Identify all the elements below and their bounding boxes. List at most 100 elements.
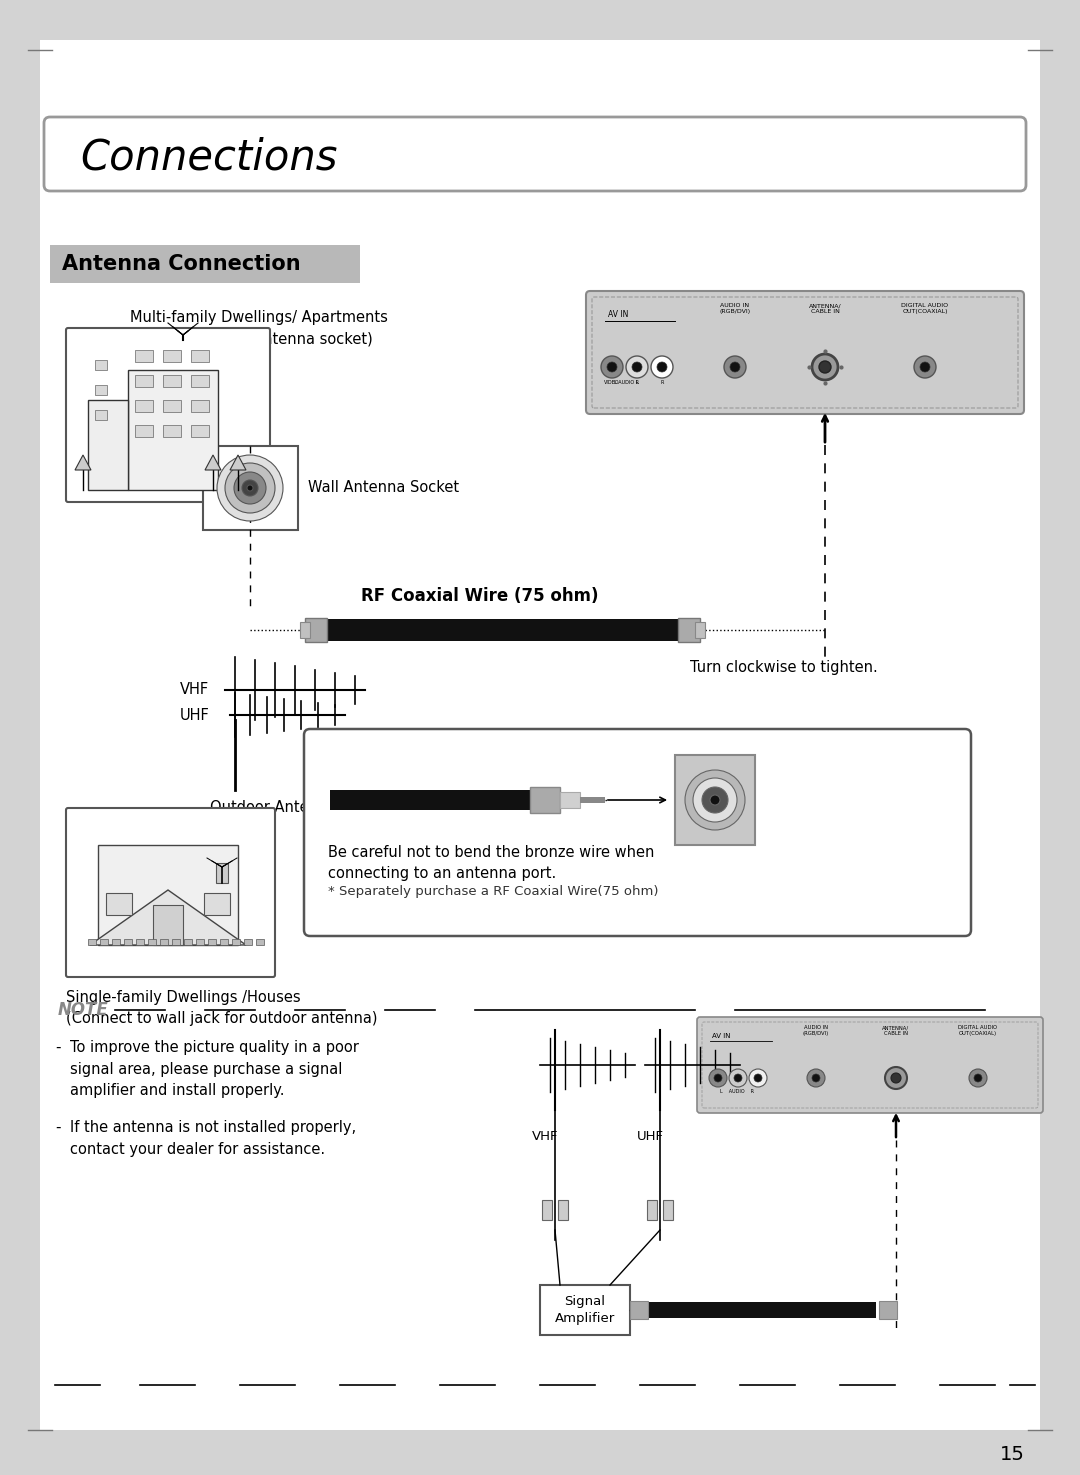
Bar [300, 622, 310, 639]
Bar [87, 400, 129, 490]
Bar [561, 792, 580, 808]
Polygon shape [90, 889, 246, 945]
Bar [100, 940, 108, 945]
Circle shape [754, 1074, 762, 1083]
Circle shape [710, 795, 720, 805]
Text: AV IN: AV IN [608, 310, 629, 319]
Bar [135, 400, 153, 412]
Text: DIGITAL AUDIO
OUT(COAXIAL): DIGITAL AUDIO OUT(COAXIAL) [902, 304, 948, 314]
Text: L: L [636, 381, 638, 385]
Bar [172, 940, 180, 945]
Circle shape [657, 361, 667, 372]
Bar [153, 906, 183, 945]
Bar [50, 245, 360, 283]
Text: If the antenna is not installed properly,
contact your dealer for assistance.: If the antenna is not installed properly… [70, 1120, 356, 1156]
Bar [580, 796, 605, 802]
Text: Turn clockwise to tighten.: Turn clockwise to tighten. [690, 659, 878, 676]
Bar [191, 425, 210, 437]
Text: VHF: VHF [531, 1130, 558, 1143]
Circle shape [812, 354, 838, 381]
Text: AUDIO IN
(RGB/DVI): AUDIO IN (RGB/DVI) [802, 1025, 829, 1035]
Bar [87, 940, 96, 945]
Bar [630, 1301, 648, 1319]
Circle shape [891, 1072, 901, 1083]
Bar [305, 618, 327, 642]
Bar [160, 940, 168, 945]
Circle shape [724, 355, 746, 378]
Bar [124, 940, 132, 945]
Bar [184, 940, 192, 945]
Bar [323, 620, 681, 642]
Text: Outdoor Antenna: Outdoor Antenna [210, 799, 336, 816]
Circle shape [607, 361, 617, 372]
Text: AV IN: AV IN [712, 1032, 730, 1038]
FancyBboxPatch shape [66, 808, 275, 976]
Bar [647, 1201, 657, 1220]
Bar [95, 360, 107, 370]
Circle shape [729, 1069, 747, 1087]
Circle shape [969, 1069, 987, 1087]
Bar [208, 940, 216, 945]
Text: To improve the picture quality in a poor
signal area, please purchase a signal
a: To improve the picture quality in a poor… [70, 1040, 359, 1099]
Bar [244, 940, 252, 945]
Bar [195, 940, 204, 945]
Bar [204, 892, 230, 914]
Circle shape [702, 788, 728, 813]
Bar [678, 618, 700, 642]
Text: Connections: Connections [80, 137, 337, 178]
Bar [558, 1201, 568, 1220]
Circle shape [714, 1074, 723, 1083]
Bar [530, 788, 561, 813]
Circle shape [885, 1066, 907, 1089]
Bar [163, 400, 181, 412]
Circle shape [819, 361, 831, 373]
Bar [135, 425, 153, 437]
Circle shape [914, 355, 936, 378]
Text: -: - [55, 1120, 60, 1134]
Bar [203, 445, 298, 530]
Text: Single-family Dwellings /Houses
(Connect to wall jack for outdoor antenna): Single-family Dwellings /Houses (Connect… [66, 990, 378, 1027]
Circle shape [730, 361, 740, 372]
Circle shape [920, 361, 930, 372]
Bar [163, 375, 181, 386]
Text: 15: 15 [1000, 1446, 1025, 1465]
Bar [98, 845, 238, 945]
Text: NOTE: NOTE [58, 1002, 109, 1019]
Bar [220, 940, 228, 945]
FancyBboxPatch shape [586, 291, 1024, 414]
Circle shape [632, 361, 642, 372]
Text: L AUDIO R: L AUDIO R [615, 381, 639, 385]
Bar [216, 863, 228, 884]
Circle shape [807, 1069, 825, 1087]
Bar [135, 375, 153, 386]
Circle shape [242, 479, 258, 496]
Circle shape [685, 770, 745, 830]
FancyBboxPatch shape [697, 1016, 1043, 1114]
Polygon shape [205, 454, 221, 471]
Text: -: - [55, 1040, 60, 1055]
Text: ANTENNA/
CABLE IN: ANTENNA/ CABLE IN [809, 304, 841, 314]
Bar [148, 940, 156, 945]
Circle shape [626, 355, 648, 378]
Bar [232, 940, 240, 945]
Text: DIGITAL AUDIO
OUT(COAXIAL): DIGITAL AUDIO OUT(COAXIAL) [959, 1025, 998, 1035]
Bar [675, 755, 755, 845]
Text: R: R [660, 381, 664, 385]
Text: Multi-family Dwellings/ Apartments
(Connect to wall antenna socket): Multi-family Dwellings/ Apartments (Conn… [130, 310, 388, 347]
Bar [879, 1301, 897, 1319]
Text: RF Coaxial Wire (75 ohm): RF Coaxial Wire (75 ohm) [361, 587, 598, 605]
Circle shape [225, 463, 275, 513]
Bar [330, 791, 530, 810]
Bar [163, 350, 181, 361]
Circle shape [812, 1074, 820, 1083]
Text: Wall Antenna Socket: Wall Antenna Socket [308, 481, 459, 496]
Text: Be careful not to bend the bronze wire when
connecting to an antenna port.: Be careful not to bend the bronze wire w… [328, 845, 654, 881]
Bar [191, 400, 210, 412]
Circle shape [234, 472, 266, 504]
Text: * Separately purchase a RF Coaxial Wire(75 ohm): * Separately purchase a RF Coaxial Wire(… [328, 885, 659, 898]
Text: ANTENNA/
CABLE IN: ANTENNA/ CABLE IN [882, 1025, 909, 1035]
Text: AUDIO IN
(RGB/DVI): AUDIO IN (RGB/DVI) [719, 304, 751, 314]
Bar [136, 940, 144, 945]
FancyBboxPatch shape [303, 729, 971, 937]
Bar [135, 350, 153, 361]
